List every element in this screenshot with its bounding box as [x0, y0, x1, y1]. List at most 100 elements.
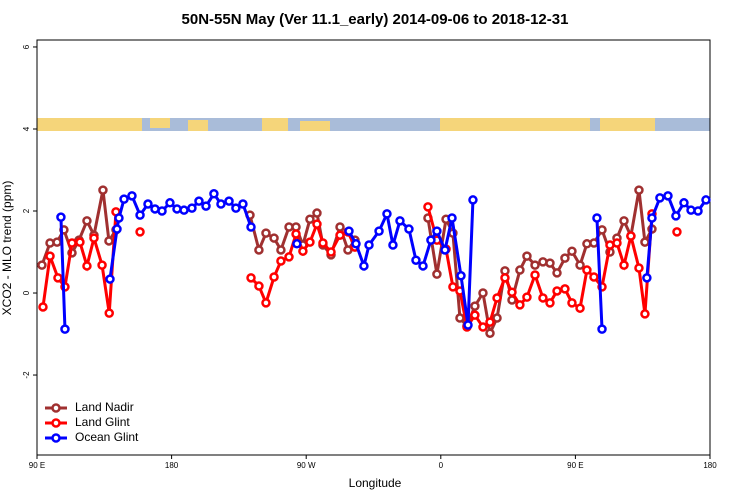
data-point [515, 265, 525, 275]
data-point [284, 252, 294, 262]
data-point [135, 227, 145, 237]
data-point [612, 238, 622, 248]
data-point [552, 286, 562, 296]
data-point [374, 226, 384, 236]
data-point [500, 273, 510, 283]
data-point [359, 261, 369, 271]
data-point [478, 322, 488, 332]
data-point [119, 194, 129, 204]
data-point [291, 229, 301, 239]
data-point [560, 253, 570, 263]
land-mask-band [37, 118, 710, 131]
data-point [470, 310, 480, 320]
data-point [655, 193, 665, 203]
data-point [485, 328, 495, 338]
data-point [679, 198, 689, 208]
data-point [395, 216, 405, 226]
data-point [642, 273, 652, 283]
land-band [150, 118, 170, 128]
data-point [276, 256, 286, 266]
data-point [238, 199, 248, 209]
data-point [269, 233, 279, 243]
chart-title: 50N-55N May (Ver 11.1_early) 2014-09-06 … [182, 11, 569, 28]
data-point [589, 272, 599, 282]
x-axis-label: Longitude [349, 476, 402, 490]
data-point [82, 216, 92, 226]
data-point [209, 189, 219, 199]
data-point [545, 298, 555, 308]
data-point [67, 238, 77, 248]
data-point [388, 240, 398, 250]
data-point [671, 211, 681, 221]
data-point [545, 258, 555, 268]
data-point [448, 282, 458, 292]
data-point [143, 199, 153, 209]
y-tick-label: 4 [22, 126, 31, 131]
data-point [589, 238, 599, 248]
y-tick-label: 0 [22, 290, 31, 295]
data-point [619, 260, 629, 270]
data-point [693, 206, 703, 216]
data-point [112, 224, 122, 234]
data-point [663, 191, 673, 201]
land-band [300, 121, 330, 131]
data-point [344, 226, 354, 236]
data-point [104, 308, 114, 318]
data-point [187, 203, 197, 213]
x-tick-label: 90 E [29, 461, 45, 470]
legend-marker [51, 433, 61, 443]
data-point [104, 236, 114, 246]
data-point [127, 191, 137, 201]
data-point [254, 245, 264, 255]
data-point [432, 269, 442, 279]
data-point [470, 301, 480, 311]
data-point [82, 261, 92, 271]
data-point [318, 238, 328, 248]
data-point [463, 320, 473, 330]
data-point [567, 246, 577, 256]
data-point [522, 251, 532, 261]
data-point [292, 239, 302, 249]
data-point [224, 196, 234, 206]
data-point [634, 185, 644, 195]
data-point [447, 213, 457, 223]
data-point [575, 303, 585, 313]
x-tick-label: 90 E [567, 461, 583, 470]
data-point [216, 199, 226, 209]
land-band [188, 120, 208, 131]
data-point [97, 260, 107, 270]
data-point [335, 230, 345, 240]
data-point [254, 281, 264, 291]
y-tick-label: 6 [22, 44, 31, 49]
land-band [262, 118, 288, 131]
data-point [567, 298, 577, 308]
data-point [60, 324, 70, 334]
data-point [626, 231, 636, 241]
data-point [351, 239, 361, 249]
data-point [305, 237, 315, 247]
y-tick-label: -2 [22, 371, 31, 379]
y-tick-label: 2 [22, 208, 31, 213]
data-point [114, 213, 124, 223]
data-point [404, 224, 414, 234]
series-line [40, 189, 654, 339]
data-point [597, 324, 607, 334]
data-point [456, 271, 466, 281]
land-band [37, 118, 142, 131]
data-point [485, 317, 495, 327]
data-point [305, 214, 315, 224]
data-point [194, 196, 204, 206]
data-point [647, 213, 657, 223]
x-tick-label: 180 [165, 461, 179, 470]
data-point [701, 195, 711, 205]
y-axis-label: XCO2 - MLO trend (ppm) [0, 181, 14, 316]
legend-label: Land Glint [75, 415, 130, 429]
data-point [53, 273, 63, 283]
data-point [261, 228, 271, 238]
data-point [507, 287, 517, 297]
x-tick-label: 90 W [297, 461, 316, 470]
data-point [312, 219, 322, 229]
data-point [432, 226, 442, 236]
data-point [582, 265, 592, 275]
